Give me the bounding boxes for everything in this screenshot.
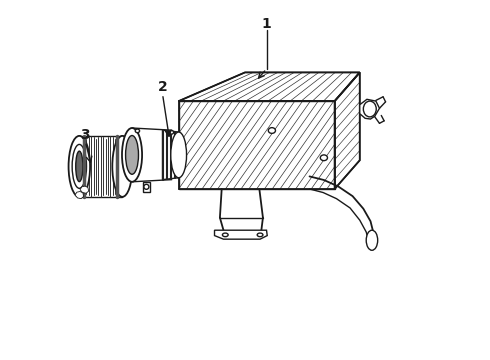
Ellipse shape bbox=[366, 230, 378, 250]
Ellipse shape bbox=[257, 233, 263, 237]
Ellipse shape bbox=[125, 135, 139, 174]
Ellipse shape bbox=[122, 128, 142, 182]
Ellipse shape bbox=[72, 144, 87, 188]
Polygon shape bbox=[79, 136, 122, 197]
Text: 3: 3 bbox=[81, 128, 90, 142]
Text: 1: 1 bbox=[262, 17, 271, 31]
Ellipse shape bbox=[144, 184, 149, 189]
Text: 2: 2 bbox=[158, 81, 168, 94]
Polygon shape bbox=[179, 72, 360, 101]
Polygon shape bbox=[179, 101, 335, 189]
Polygon shape bbox=[335, 72, 360, 189]
Polygon shape bbox=[132, 128, 172, 182]
Ellipse shape bbox=[222, 233, 228, 237]
Polygon shape bbox=[360, 99, 379, 119]
Polygon shape bbox=[75, 192, 84, 199]
Polygon shape bbox=[215, 230, 267, 239]
Polygon shape bbox=[80, 186, 89, 193]
Ellipse shape bbox=[135, 129, 140, 133]
Ellipse shape bbox=[269, 128, 275, 134]
Ellipse shape bbox=[69, 136, 90, 197]
Ellipse shape bbox=[364, 101, 376, 117]
Ellipse shape bbox=[320, 155, 327, 161]
Ellipse shape bbox=[171, 132, 187, 178]
Ellipse shape bbox=[170, 131, 173, 134]
Ellipse shape bbox=[76, 151, 83, 181]
Polygon shape bbox=[143, 182, 150, 192]
Ellipse shape bbox=[112, 136, 132, 197]
Polygon shape bbox=[163, 130, 179, 180]
